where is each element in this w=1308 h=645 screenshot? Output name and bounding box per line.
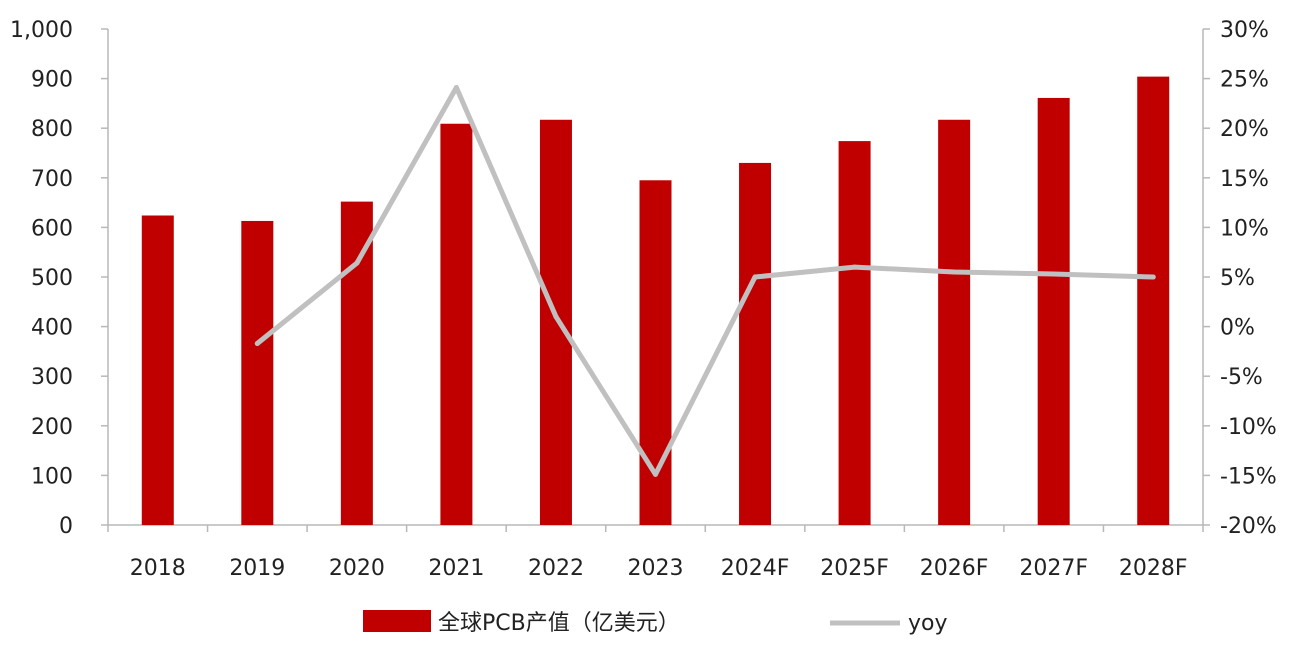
x-tick-label: 2018 (130, 556, 186, 581)
bar-2022 (539, 119, 572, 525)
yoy-point-2022 (553, 314, 559, 320)
right-tick-label: 0% (1220, 316, 1255, 341)
yoy-point-2021 (453, 85, 459, 91)
x-tick-label: 2024F (721, 556, 790, 581)
left-tick-label: 300 (31, 365, 73, 390)
yoy-point-2028F (1150, 274, 1156, 280)
bar-2026F (938, 119, 971, 525)
bar-2025F (838, 141, 871, 525)
left-tick-label: 1,000 (10, 18, 73, 43)
x-tick-label: 2026F (920, 556, 989, 581)
legend-swatch-bar (363, 610, 431, 632)
right-tick-label: 5% (1220, 266, 1255, 291)
bar-2018 (141, 215, 174, 525)
left-tick-label: 700 (31, 167, 73, 192)
x-tick-label: 2028F (1119, 556, 1188, 581)
right-tick-label: -15% (1220, 464, 1277, 489)
legend-label-line: yoy (908, 611, 948, 636)
bar-2028F (1137, 76, 1170, 525)
x-tick-label: 2019 (229, 556, 285, 581)
bar-2024F (739, 162, 772, 526)
left-tick-label: 0 (59, 514, 73, 539)
left-tick-label: 600 (31, 216, 73, 241)
bar-2020 (340, 201, 373, 525)
left-tick-label: 100 (31, 464, 73, 489)
yoy-point-2026F (951, 269, 957, 275)
x-tick-label: 2021 (428, 556, 484, 581)
right-tick-label: 25% (1220, 68, 1269, 93)
yoy-point-2027F (1051, 271, 1057, 277)
yoy-point-2025F (852, 264, 858, 270)
right-tick-label: -20% (1220, 514, 1277, 539)
labels-layer: 0 100 200 300 400 500 600 700 800 900 1,000 -20% -15… (10, 18, 1277, 581)
yoy-line (254, 85, 1156, 477)
left-tick-label: 900 (31, 68, 73, 93)
legend-label-bar: 全球PCB产值（亿美元） (438, 611, 680, 636)
right-tick-label: 20% (1220, 117, 1269, 142)
left-tick-label: 400 (31, 316, 73, 341)
x-tick-label: 2022 (528, 556, 584, 581)
bars-layer (141, 76, 1170, 526)
right-tick-label: -5% (1220, 365, 1263, 390)
yoy-point-2023 (653, 471, 658, 477)
yoy-point-2020 (354, 260, 360, 266)
bar-2023 (639, 180, 672, 525)
x-tick-label: 2025F (820, 556, 889, 581)
yoy-point-2024F (752, 274, 758, 280)
bar-2027F (1037, 97, 1070, 525)
line-layer (254, 85, 1156, 477)
bar-2021 (440, 123, 473, 526)
legend: 全球PCB产值（亿美元） yoy (363, 610, 948, 636)
right-tick-label: 10% (1220, 216, 1269, 241)
x-tick-label: 2027F (1019, 556, 1088, 581)
right-tick-label: 30% (1220, 18, 1269, 43)
right-tick-label: 15% (1220, 167, 1269, 192)
left-tick-label: 200 (31, 415, 73, 440)
yoy-point-2019 (254, 340, 260, 346)
left-tick-label: 500 (31, 266, 73, 291)
left-tick-label: 800 (31, 117, 73, 142)
right-tick-label: -10% (1220, 415, 1277, 440)
bar-2019 (241, 220, 274, 525)
x-tick-label: 2020 (329, 556, 385, 581)
x-tick-label: 2023 (628, 556, 684, 581)
